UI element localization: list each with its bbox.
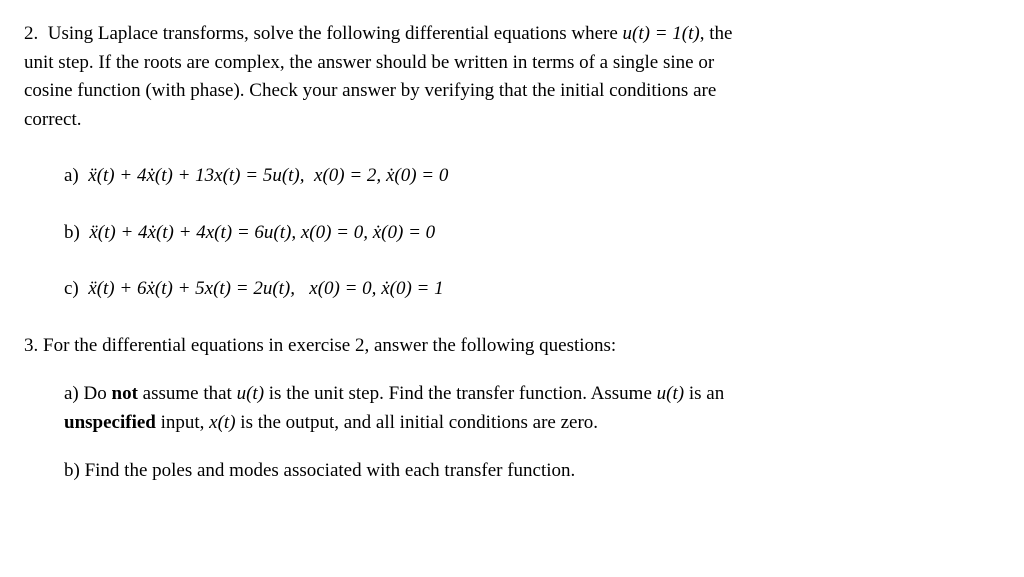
text: is an xyxy=(684,383,724,404)
item-label: a) xyxy=(64,383,79,404)
problem-3-item-b: b) Find the poles and modes associated w… xyxy=(64,457,1000,486)
item-label: b) xyxy=(64,222,80,243)
problem-2-text-1: Using Laplace transforms, solve the foll… xyxy=(48,23,623,44)
problem-2-item-b: b) ẍ(t) + 4ẋ(t) + 4x(t) = 6u(t), x(0) = … xyxy=(64,219,1000,248)
equation-b: ẍ(t) + 4ẋ(t) + 4x(t) = 6u(t), x(0) = 0, … xyxy=(89,222,435,243)
problem-2-intro: 2. Using Laplace transforms, solve the f… xyxy=(24,20,1000,134)
problem-2-text-1-end: , the xyxy=(700,23,733,44)
problem-2-items: a) ẍ(t) + 4ẋ(t) + 13x(t) = 5u(t), x(0) =… xyxy=(24,162,1000,304)
bold-unspecified: unspecified xyxy=(64,412,156,433)
text: is the output, and all initial condition… xyxy=(236,412,599,433)
problem-3-items: a) Do not assume that u(t) is the unit s… xyxy=(24,380,1000,486)
problem-3-number: 3. xyxy=(24,335,38,356)
math-x-t: x(t) xyxy=(209,412,235,433)
problem-2-text-4: correct. xyxy=(24,109,81,130)
problem-3-text: For the differential equations in exerci… xyxy=(43,335,616,356)
problem-2-eq: u(t) = 1(t) xyxy=(623,23,700,44)
equation-c: ẍ(t) + 6ẋ(t) + 5x(t) = 2u(t), x(0) = 0, … xyxy=(88,278,443,299)
problem-2-item-a: a) ẍ(t) + 4ẋ(t) + 13x(t) = 5u(t), x(0) =… xyxy=(64,162,1000,191)
problem-2-text-2: unit step. If the roots are complex, the… xyxy=(24,52,714,73)
bold-not: not xyxy=(112,383,138,404)
math-u-t-2: u(t) xyxy=(657,383,684,404)
item-label: b) xyxy=(64,460,80,481)
text: Do xyxy=(84,383,112,404)
problem-2-item-c: c) ẍ(t) + 6ẋ(t) + 5x(t) = 2u(t), x(0) = … xyxy=(64,275,1000,304)
equation-a: ẍ(t) + 4ẋ(t) + 13x(t) = 5u(t), x(0) = 2,… xyxy=(88,165,448,186)
item-label: a) xyxy=(64,165,79,186)
text: input, xyxy=(156,412,209,433)
problem-2-text-3: cosine function (with phase). Check your… xyxy=(24,80,716,101)
problem-3-intro: 3. For the differential equations in exe… xyxy=(24,332,1000,361)
item-label: c) xyxy=(64,278,79,299)
math-u-t: u(t) xyxy=(237,383,264,404)
text: is the unit step. Find the transfer func… xyxy=(264,383,657,404)
text: assume that xyxy=(138,383,237,404)
problem-3-item-a: a) Do not assume that u(t) is the unit s… xyxy=(64,380,1000,437)
text: Find the poles and modes associated with… xyxy=(85,460,576,481)
problem-2-number: 2. xyxy=(24,23,38,44)
